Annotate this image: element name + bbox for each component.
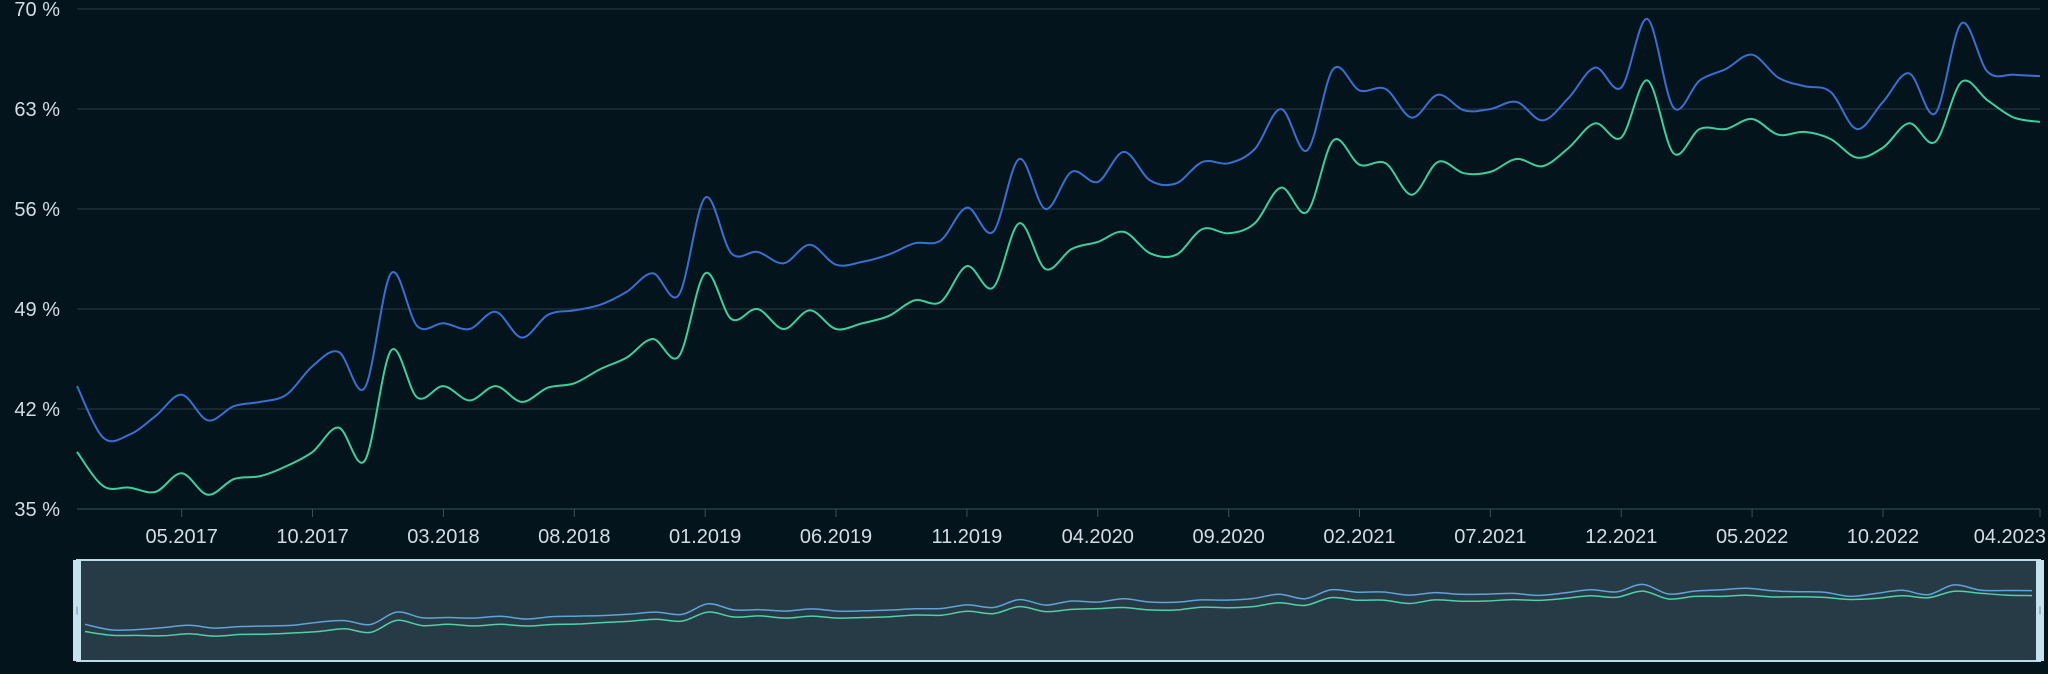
series-layer [76, 17, 2041, 496]
x-tick-label: 06.2019 [800, 526, 872, 548]
navigator-left-handle[interactable] [73, 560, 81, 661]
y-tick-label: 42 % [14, 399, 60, 421]
navigator-series-1 [84, 583, 2033, 632]
navigator[interactable] [73, 559, 2044, 662]
series-line-2 [76, 79, 2041, 496]
x-tick-label: 09.2020 [1192, 526, 1264, 548]
x-tick-label: 04.2020 [1062, 526, 1134, 548]
x-tick-label: 12.2021 [1585, 526, 1657, 548]
series-line-1 [76, 17, 2041, 443]
x-axis: 05.2017 10.2017 03.2018 08.2018 01.2019 06.20… [77, 508, 2046, 548]
x-tick-label: 01.2019 [669, 526, 741, 548]
x-tick-label: 10.2017 [276, 526, 348, 548]
x-tick-label: 05.2022 [1716, 526, 1788, 548]
navigator-right-handle[interactable] [2036, 560, 2044, 661]
y-tick-label: 35 % [14, 499, 60, 521]
x-tick-label: 02.2021 [1323, 526, 1395, 548]
y-tick-label: 49 % [14, 299, 60, 321]
x-tick-label: 04.2023 [1974, 526, 2046, 548]
y-axis: 35 % 42 % 49 % 56 % 63 % 70 % [14, 0, 60, 521]
y-tick-label: 63 % [14, 99, 60, 121]
navigator-series-2 [84, 590, 2033, 637]
y-tick-label: 70 % [14, 0, 60, 21]
y-tick-label: 56 % [14, 199, 60, 221]
x-tick-label: 07.2021 [1454, 526, 1526, 548]
x-tick-label: 10.2022 [1847, 526, 1919, 548]
x-tick-label: 05.2017 [146, 526, 218, 548]
x-tick-label: 11.2019 [931, 526, 1002, 548]
x-tick-label: 08.2018 [538, 526, 610, 548]
x-tick-label: 03.2018 [407, 526, 479, 548]
